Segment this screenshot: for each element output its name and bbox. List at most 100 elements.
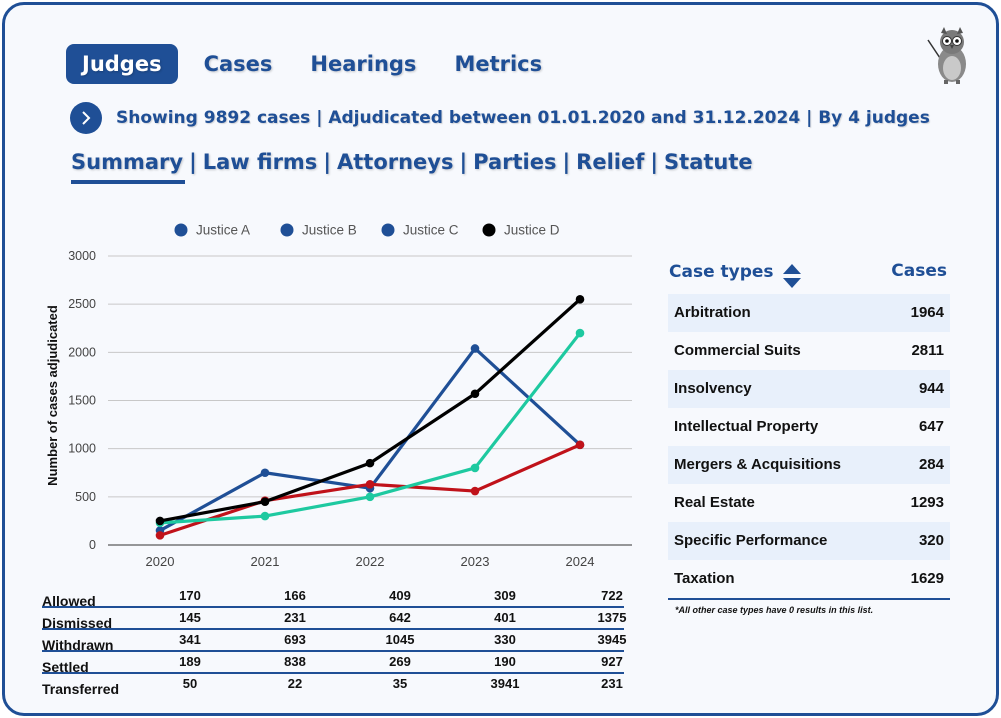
stats-row-label: Transferred <box>42 681 120 697</box>
tab-hearings[interactable]: Hearings <box>310 52 417 76</box>
y-tick-label: 2500 <box>68 297 96 311</box>
data-point <box>470 344 480 353</box>
case-type-row[interactable]: Intellectual Property 647 <box>668 408 950 446</box>
legend-label: Justice B <box>302 223 357 238</box>
top-tabs: Judges Cases Hearings Metrics <box>66 43 568 85</box>
sort-toggle-icon[interactable] <box>782 263 802 289</box>
stats-cell: 309 <box>494 588 516 603</box>
subtab-summary[interactable]: Summary <box>71 150 186 184</box>
legend-marker <box>174 223 188 237</box>
case-types-footnote: *All other case types have 0 results in … <box>675 605 874 615</box>
y-tick-label: 3000 <box>68 249 96 263</box>
stats-cell: 166 <box>284 588 306 603</box>
cases-column-header: Cases <box>891 261 947 281</box>
case-type-count: 1964 <box>910 304 944 321</box>
stats-cell: 231 <box>284 610 306 625</box>
case-type-row[interactable]: Taxation 1629 <box>668 560 950 598</box>
stats-cell: 642 <box>389 610 411 625</box>
stats-cell: 722 <box>601 588 623 603</box>
subtab-law-firms[interactable]: Law firms <box>202 150 318 174</box>
case-types-body: Arbitration 1964 Commercial Suits 2811 Insol… <box>668 294 950 598</box>
x-tick-label: 2022 <box>356 554 385 569</box>
subtab-relief[interactable]: Relief <box>576 150 645 174</box>
data-point <box>155 516 165 526</box>
chevron-right-icon <box>82 111 91 125</box>
x-tick-label: 2023 <box>461 554 490 569</box>
owl-logo-icon <box>927 27 966 84</box>
separator: | <box>323 150 331 174</box>
separator: | <box>562 150 571 174</box>
stats-row: Settled 189 838 269 190 927 <box>42 652 624 675</box>
case-type-row[interactable]: Arbitration 1964 <box>668 294 950 332</box>
separator: | <box>459 150 468 174</box>
data-point <box>155 531 165 540</box>
results-summary-text: Showing 9892 cases | Adjudicated between… <box>116 108 930 128</box>
stats-cell: 1375 <box>597 610 627 625</box>
stats-cell: 3945 <box>597 632 627 647</box>
stats-cell: 3941 <box>490 676 520 691</box>
case-type-count: 647 <box>918 418 944 435</box>
data-point <box>365 492 375 502</box>
case-type-count: 1629 <box>910 570 944 587</box>
case-type-name: Insolvency <box>674 380 752 397</box>
case-type-name: Intellectual Property <box>674 418 819 435</box>
subtab-parties[interactable]: Parties <box>473 150 557 174</box>
stats-cell: 330 <box>494 632 516 647</box>
x-tick-label: 2020 <box>146 554 175 569</box>
subtab-attorneys[interactable]: Attorneys <box>336 150 454 174</box>
stats-cell: 927 <box>601 654 623 669</box>
legend-marker <box>482 223 496 237</box>
outcome-stats-table: Allowed 170 166 409 309 722 Dismissed 145 231 642… <box>42 586 626 697</box>
stats-cell: 190 <box>494 654 516 669</box>
case-type-row[interactable]: Real Estate 1293 <box>668 484 950 522</box>
y-tick-label: 1500 <box>68 394 96 408</box>
tab-metrics[interactable]: Metrics <box>454 52 543 76</box>
case-type-name: Commercial Suits <box>674 342 801 359</box>
stats-row: Withdrawn 341 693 1045 330 3945 <box>42 630 626 653</box>
case-type-count: 320 <box>918 532 944 549</box>
x-tick-label: 2024 <box>566 554 595 569</box>
legend-label: Justice C <box>403 223 459 238</box>
case-type-row[interactable]: Commercial Suits 2811 <box>668 332 950 370</box>
x-tick-label: 2021 <box>251 554 280 569</box>
data-point <box>575 328 585 338</box>
case-types-table: Case types Cases Arbitration 1964 Commerci… <box>668 256 950 600</box>
data-point <box>260 468 270 478</box>
case-type-row[interactable]: Specific Performance 320 <box>668 522 950 560</box>
stats-row: Dismissed 145 231 642 401 1375 <box>42 608 626 631</box>
case-type-row[interactable]: Insolvency 944 <box>668 370 950 408</box>
data-point <box>470 389 480 399</box>
y-tick-label: 0 <box>89 538 96 552</box>
case-type-name: Specific Performance <box>674 532 828 549</box>
stats-cell: 35 <box>392 676 408 691</box>
stats-cell: 693 <box>284 632 306 647</box>
case-type-row[interactable]: Mergers & Acquisitions 284 <box>668 446 950 484</box>
y-axis-label: Number of cases adjudicated <box>45 305 60 486</box>
tab-cases[interactable]: Cases <box>203 52 273 76</box>
expand-filters-button[interactable] <box>70 102 102 134</box>
case-type-count: 1293 <box>910 494 944 511</box>
legend-label: Justice D <box>504 223 560 238</box>
stats-cell: 145 <box>179 610 201 625</box>
case-type-name: Mergers & Acquisitions <box>674 456 841 473</box>
data-point <box>575 295 585 304</box>
subtab-statute[interactable]: Statute <box>664 150 753 174</box>
table-bottom-rule <box>668 598 950 600</box>
data-point <box>365 458 375 468</box>
separator: | <box>650 150 659 174</box>
stats-row-label: Settled <box>42 659 89 675</box>
data-point <box>470 486 480 496</box>
stats-row-label: Dismissed <box>42 615 113 631</box>
stats-cell: 269 <box>389 654 411 669</box>
y-tick-label: 2000 <box>68 345 96 359</box>
data-point <box>260 497 270 506</box>
case-type-count: 2811 <box>911 342 944 359</box>
data-point <box>365 480 375 489</box>
case-type-count: 944 <box>918 380 944 397</box>
stats-cell: 231 <box>601 676 623 691</box>
sub-nav: Summary | Law firms | Attorneys | Partie… <box>71 150 753 184</box>
stats-cell: 341 <box>179 632 201 647</box>
tab-judges[interactable]: Judges <box>66 44 178 84</box>
y-tick-label: 500 <box>75 490 96 504</box>
info-row: Showing 9892 cases | Adjudicated between… <box>70 102 930 134</box>
